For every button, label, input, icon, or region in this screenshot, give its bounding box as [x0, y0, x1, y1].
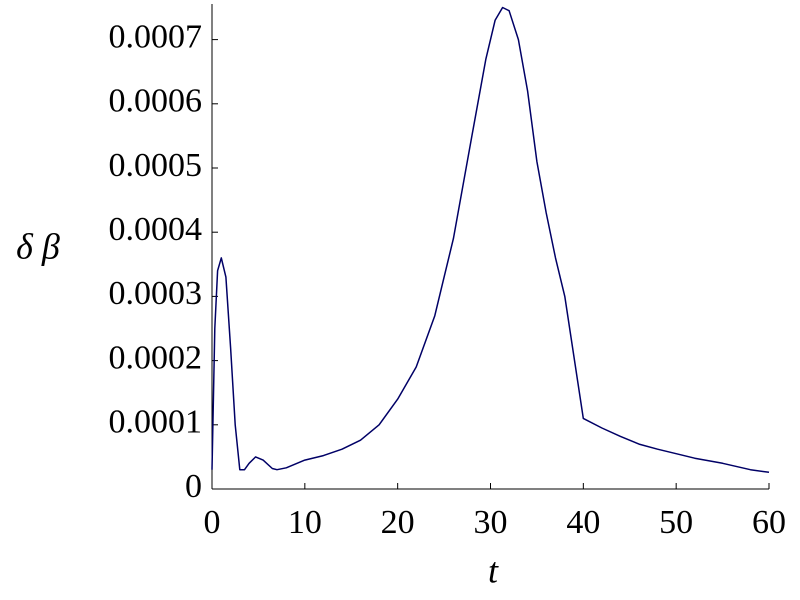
- x-tick-label: 20: [381, 504, 415, 541]
- x-tick-label: 60: [752, 504, 786, 541]
- x-tick-label: 30: [474, 504, 508, 541]
- x-axis-label: t: [488, 550, 499, 590]
- y-tick-label: 0.0003: [109, 275, 203, 312]
- y-tick-label: 0.0005: [109, 147, 203, 184]
- y-tick-label: 0.0001: [109, 404, 203, 441]
- y-tick-label: 0.0007: [109, 18, 203, 55]
- y-tick-label: 0.0004: [109, 211, 203, 248]
- x-tick-label: 50: [659, 504, 693, 541]
- x-tick-label: 0: [204, 504, 221, 541]
- data-line: [211, 6, 770, 474]
- x-tick-label: 10: [288, 504, 322, 541]
- y-tick-label: 0.0006: [109, 83, 203, 120]
- y-tick-label: 0: [185, 468, 202, 505]
- y-axis-label: δ β: [16, 226, 60, 266]
- y-tick-label: 0.0002: [109, 339, 203, 376]
- x-tick-label: 40: [566, 504, 600, 541]
